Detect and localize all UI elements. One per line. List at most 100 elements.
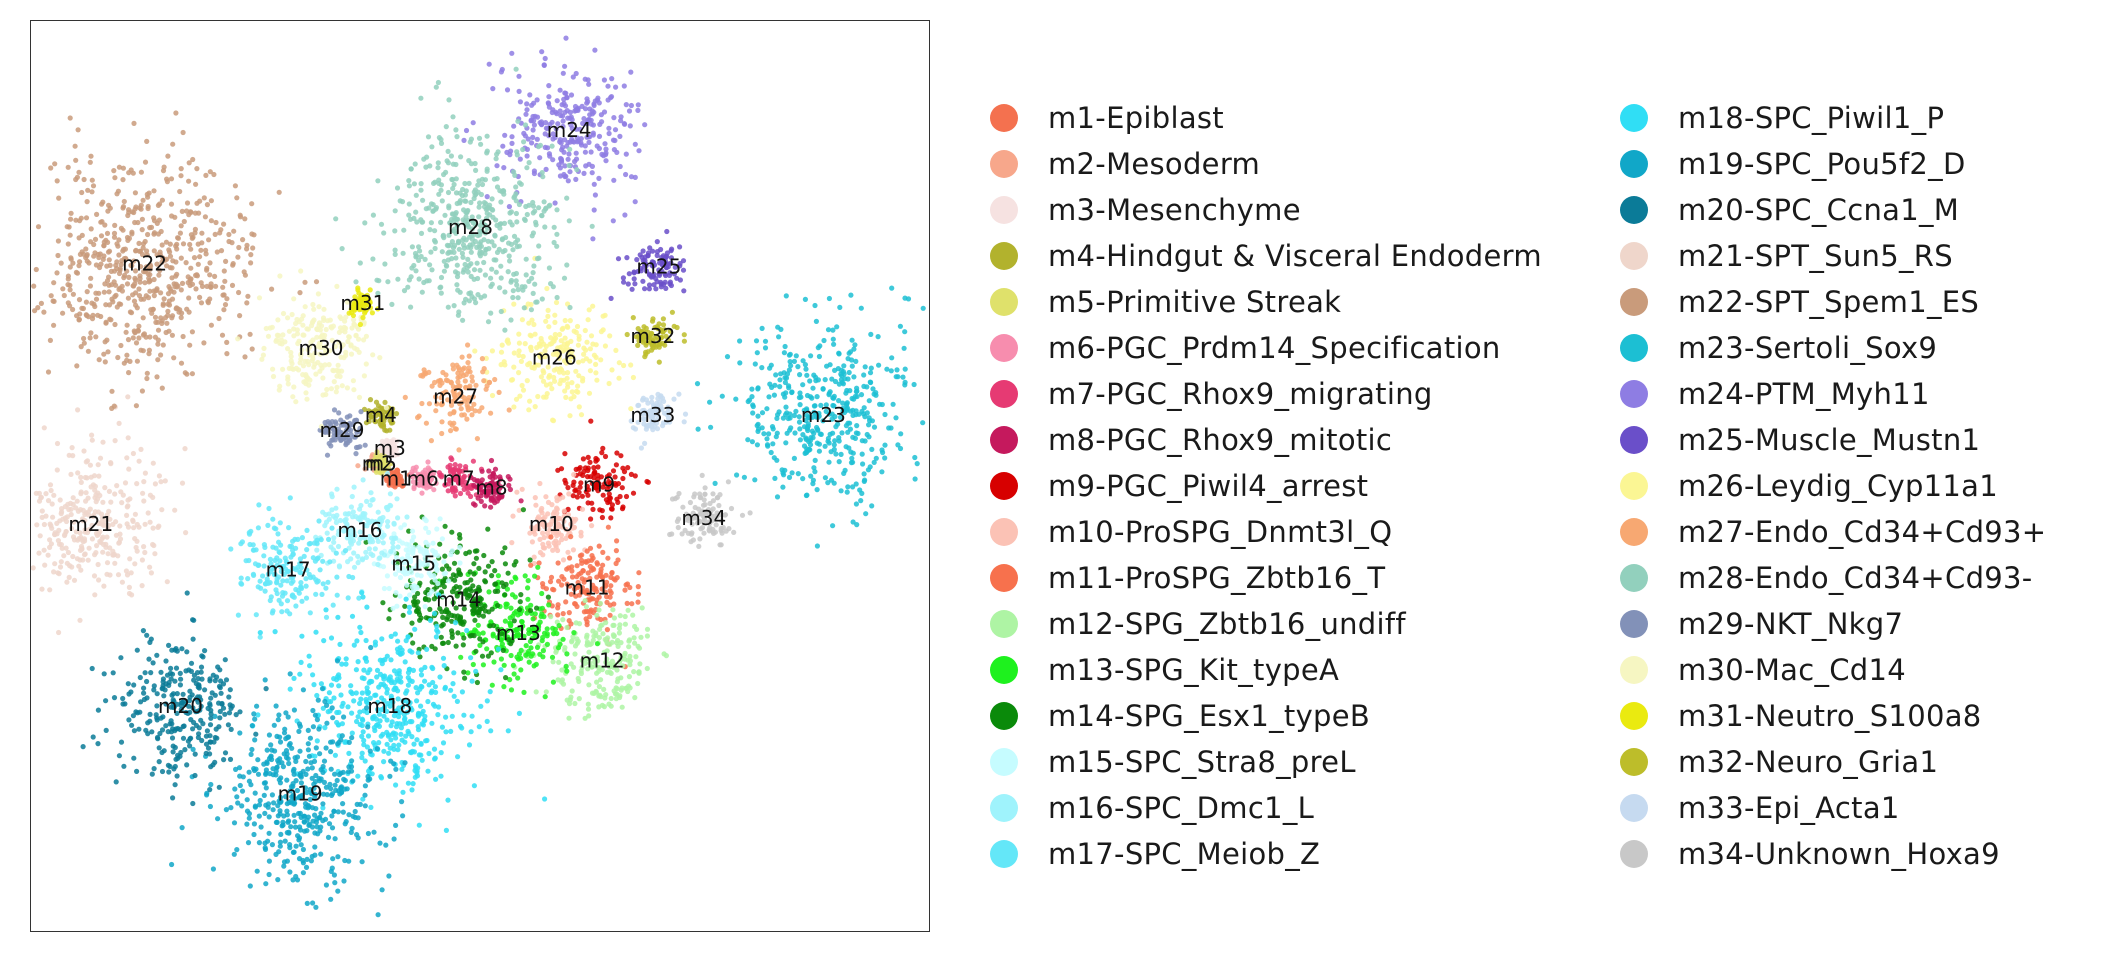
point-m19 xyxy=(251,711,257,717)
point-m24 xyxy=(602,141,608,147)
point-m23 xyxy=(694,381,701,387)
point-m24 xyxy=(486,61,492,67)
point-m12 xyxy=(627,685,633,691)
point-m11 xyxy=(604,599,610,606)
point-m24 xyxy=(539,49,545,55)
point-m21 xyxy=(64,579,70,585)
point-m20 xyxy=(147,711,153,718)
point-m21 xyxy=(111,551,117,557)
point-m7 xyxy=(457,463,463,469)
point-m25 xyxy=(669,246,675,252)
point-m19 xyxy=(179,825,185,831)
point-m24 xyxy=(614,149,620,155)
point-m12 xyxy=(584,642,590,648)
point-m24 xyxy=(528,117,534,123)
point-m22 xyxy=(87,335,93,341)
point-m14 xyxy=(469,632,475,639)
point-m18 xyxy=(374,667,381,674)
point-m18 xyxy=(363,637,369,644)
point-m18 xyxy=(349,710,355,716)
point-m23 xyxy=(750,403,756,410)
point-m21 xyxy=(89,432,95,438)
point-m24 xyxy=(509,140,515,146)
point-m18 xyxy=(343,656,349,662)
point-m23 xyxy=(879,469,885,475)
point-m9 xyxy=(587,459,593,465)
point-m21 xyxy=(41,521,47,528)
point-m12 xyxy=(611,633,617,639)
point-m23 xyxy=(860,411,867,417)
point-m22 xyxy=(138,347,144,353)
point-m11 xyxy=(555,612,561,618)
point-m15 xyxy=(401,522,408,528)
point-m21 xyxy=(108,499,114,505)
point-m15 xyxy=(430,540,436,546)
point-m18 xyxy=(413,685,419,691)
point-m20 xyxy=(166,769,172,775)
point-m3 xyxy=(395,451,401,458)
point-m4 xyxy=(389,413,395,419)
point-m19 xyxy=(284,858,290,864)
point-m22 xyxy=(155,357,161,363)
point-m22 xyxy=(165,153,171,159)
point-m19 xyxy=(296,721,303,727)
point-m17 xyxy=(307,540,313,547)
point-m13 xyxy=(508,687,515,693)
point-m23 xyxy=(783,404,789,410)
point-m22 xyxy=(80,251,86,257)
point-m13 xyxy=(540,634,546,641)
point-m18 xyxy=(435,629,441,635)
point-m6 xyxy=(416,482,422,488)
point-m22 xyxy=(145,295,152,301)
point-m19 xyxy=(294,754,301,760)
point-m24 xyxy=(612,137,618,144)
point-m20 xyxy=(207,751,213,757)
point-m21 xyxy=(54,520,60,526)
point-m22 xyxy=(74,363,80,369)
point-m24 xyxy=(609,76,615,82)
point-m14 xyxy=(527,557,533,563)
point-m18 xyxy=(402,739,408,745)
point-m22 xyxy=(125,337,132,343)
point-m22 xyxy=(217,230,223,236)
point-m7 xyxy=(463,466,469,472)
point-m25 xyxy=(681,288,687,294)
point-m20 xyxy=(227,756,234,763)
point-m23 xyxy=(889,285,895,291)
point-m11 xyxy=(629,601,635,607)
point-m22 xyxy=(88,275,94,281)
point-m17 xyxy=(330,602,336,608)
point-m19 xyxy=(326,821,333,827)
point-m11 xyxy=(594,560,600,566)
point-m13 xyxy=(511,671,517,677)
point-m12 xyxy=(632,695,638,701)
point-m19 xyxy=(379,887,385,893)
point-m20 xyxy=(180,735,187,741)
point-m14 xyxy=(471,571,477,577)
point-m6 xyxy=(415,473,421,479)
point-m10 xyxy=(514,489,520,495)
point-m19 xyxy=(263,785,269,791)
point-m12 xyxy=(559,667,565,673)
point-m19 xyxy=(272,748,278,754)
point-m23 xyxy=(837,304,843,310)
point-m24 xyxy=(494,163,500,169)
point-m20 xyxy=(196,685,202,691)
point-m24 xyxy=(529,140,535,146)
point-m25 xyxy=(662,279,668,285)
point-m23 xyxy=(826,295,833,302)
point-m23 xyxy=(770,426,776,432)
point-m21 xyxy=(52,561,58,567)
point-m17 xyxy=(284,598,291,604)
point-m7 xyxy=(453,488,459,494)
point-m19 xyxy=(309,775,315,781)
point-m14 xyxy=(472,617,478,623)
point-m19 xyxy=(248,782,254,788)
point-m14 xyxy=(485,563,492,569)
point-m19 xyxy=(346,764,352,770)
point-m22 xyxy=(101,289,107,295)
point-m18 xyxy=(325,709,331,715)
point-m20 xyxy=(177,670,183,677)
point-m7 xyxy=(447,462,453,468)
point-m15 xyxy=(409,577,416,583)
